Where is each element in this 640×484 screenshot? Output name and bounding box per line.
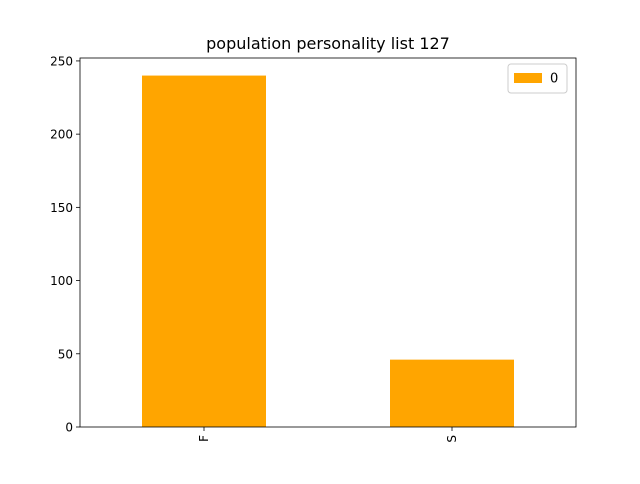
x-tick-label: F xyxy=(197,435,211,442)
legend-label: 0 xyxy=(550,72,558,87)
y-tick-label: 150 xyxy=(50,201,73,215)
y-tick-label: 250 xyxy=(50,54,73,68)
legend-swatch xyxy=(514,73,542,83)
chart-title: population personality list 127 xyxy=(206,34,450,53)
plot-area: F S 0 50 100 150 200 250 xyxy=(50,54,577,443)
bar-s xyxy=(390,359,514,427)
axes-frame xyxy=(79,57,577,428)
bar-f xyxy=(142,75,266,427)
legend: 0 xyxy=(507,63,568,94)
y-tick-label: 50 xyxy=(58,347,73,361)
y-tick-label: 0 xyxy=(65,421,73,435)
y-tick-label: 200 xyxy=(50,128,73,142)
x-tick-label: S xyxy=(445,435,459,443)
y-tick-label: 100 xyxy=(50,274,73,288)
